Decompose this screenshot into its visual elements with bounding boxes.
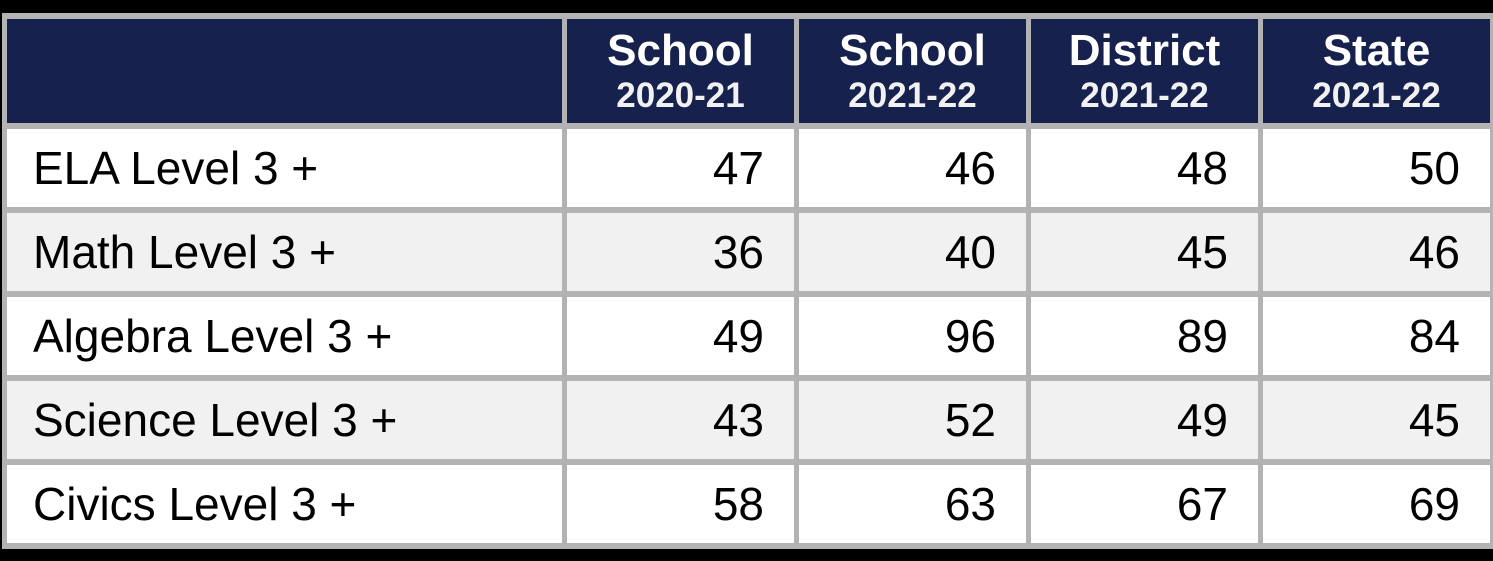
value-cell: 48 <box>1026 123 1263 213</box>
value-cell: 47 <box>562 123 799 213</box>
value-cell: 49 <box>562 291 799 381</box>
column-title: School <box>607 25 754 75</box>
column-header-district-2021-22: District 2021-22 <box>1026 13 1263 129</box>
value-cell: 96 <box>794 291 1031 381</box>
value-cell: 69 <box>1258 459 1493 549</box>
value-cell: 36 <box>562 207 799 297</box>
column-title: State <box>1322 25 1431 75</box>
table-row-science: Science Level 3 + 43 52 49 45 <box>2 375 1493 465</box>
column-title: School <box>839 25 986 75</box>
value-cell: 45 <box>1258 375 1493 465</box>
value-cell: 89 <box>1026 291 1263 381</box>
table-row-ela: ELA Level 3 + 47 46 48 50 <box>2 123 1493 213</box>
column-header-school-2020-21: School 2020-21 <box>562 13 799 129</box>
value-cell: 58 <box>562 459 799 549</box>
column-header-inner: School 2021-22 <box>802 25 1024 115</box>
column-header-state-2021-22: State 2021-22 <box>1258 13 1493 129</box>
column-subtitle: 2021-22 <box>1312 75 1441 115</box>
row-label-cell: ELA Level 3 + <box>2 123 567 213</box>
column-title: District <box>1068 25 1221 75</box>
value-cell: 52 <box>794 375 1031 465</box>
value-cell: 67 <box>1026 459 1263 549</box>
table-row-algebra: Algebra Level 3 + 49 96 89 84 <box>2 291 1493 381</box>
row-label-cell: Algebra Level 3 + <box>2 291 567 381</box>
row-label-cell: Civics Level 3 + <box>2 459 567 549</box>
column-subtitle: 2021-22 <box>848 75 977 115</box>
column-header-inner: State 2021-22 <box>1266 25 1488 115</box>
table-row-math: Math Level 3 + 36 40 45 46 <box>2 207 1493 297</box>
value-cell: 45 <box>1026 207 1263 297</box>
assessment-results-table: School 2020-21 School 2021-22 District 2… <box>2 13 1493 549</box>
value-cell: 46 <box>794 123 1031 213</box>
column-header-school-2021-22: School 2021-22 <box>794 13 1031 129</box>
value-cell: 63 <box>794 459 1031 549</box>
value-cell: 40 <box>794 207 1031 297</box>
value-cell: 46 <box>1258 207 1493 297</box>
value-cell: 84 <box>1258 291 1493 381</box>
value-cell: 50 <box>1258 123 1493 213</box>
column-header-inner: District 2021-22 <box>1034 25 1256 115</box>
column-subtitle: 2021-22 <box>1080 75 1209 115</box>
value-cell: 43 <box>562 375 799 465</box>
row-label-cell: Science Level 3 + <box>2 375 567 465</box>
assessment-results-table-wrap: School 2020-21 School 2021-22 District 2… <box>2 13 1493 549</box>
column-subtitle: 2020-21 <box>616 75 745 115</box>
table-row-civics: Civics Level 3 + 58 63 67 69 <box>2 459 1493 549</box>
row-label-cell: Math Level 3 + <box>2 207 567 297</box>
corner-header-cell <box>2 13 567 129</box>
table-header-row: School 2020-21 School 2021-22 District 2… <box>2 13 1493 129</box>
column-header-inner: School 2020-21 <box>570 25 792 115</box>
value-cell: 49 <box>1026 375 1263 465</box>
